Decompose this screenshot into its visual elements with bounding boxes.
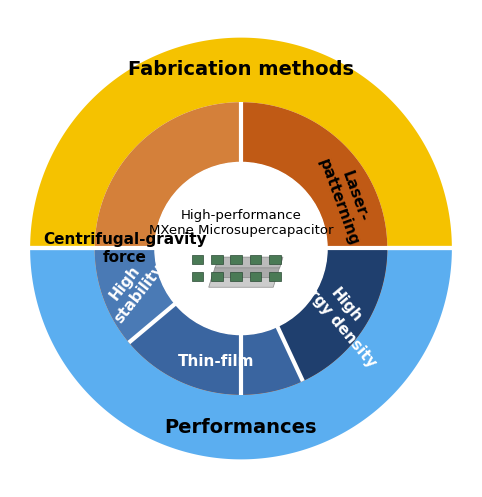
Bar: [191, 255, 203, 263]
Text: Performances: Performances: [165, 417, 317, 436]
Bar: [250, 272, 261, 281]
Text: High
stability: High stability: [97, 250, 166, 326]
Text: Laser-
patterning: Laser- patterning: [315, 151, 377, 248]
Bar: [269, 255, 281, 263]
Text: High-performance
MXene Microsupercapacitor: High-performance MXene Microsupercapacit…: [149, 209, 333, 237]
Polygon shape: [212, 267, 280, 277]
Polygon shape: [129, 304, 303, 395]
Polygon shape: [215, 257, 283, 268]
Bar: [211, 272, 223, 281]
Polygon shape: [94, 248, 175, 342]
Text: Thin-film: Thin-film: [177, 354, 254, 369]
Bar: [230, 255, 242, 263]
Polygon shape: [209, 276, 277, 287]
Text: Fabrication methods: Fabrication methods: [128, 61, 354, 80]
Bar: [250, 255, 261, 263]
Polygon shape: [30, 248, 452, 459]
Bar: [191, 272, 203, 281]
Bar: [211, 255, 223, 263]
Text: High
energy density: High energy density: [285, 251, 393, 371]
Text: Centrifugal-gravity
force: Centrifugal-gravity force: [43, 232, 207, 265]
Polygon shape: [277, 248, 388, 381]
Polygon shape: [30, 38, 452, 248]
Bar: [269, 272, 281, 281]
Bar: [230, 272, 242, 281]
Circle shape: [155, 163, 327, 334]
Polygon shape: [94, 102, 241, 395]
Polygon shape: [241, 102, 388, 395]
